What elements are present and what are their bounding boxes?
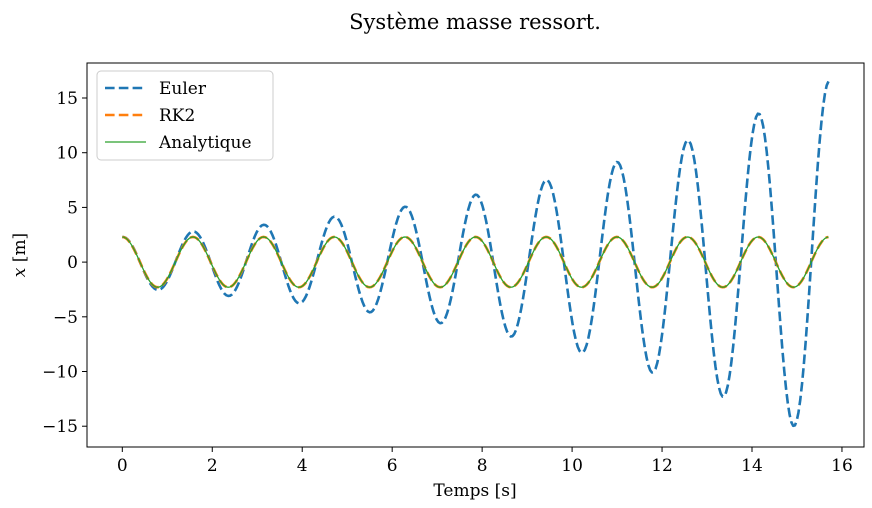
series-line-analytique <box>122 236 829 288</box>
y-tick-label: −15 <box>42 417 78 437</box>
x-tick-label: 6 <box>387 456 398 476</box>
y-axis-label: x [m] <box>10 233 30 277</box>
y-tick-label: 10 <box>56 144 78 164</box>
series-layer <box>122 80 830 428</box>
x-axis-ticks: 0 2 4 6 8 10 12 14 16 <box>117 447 853 476</box>
chart-title: Système masse ressort. <box>349 10 601 34</box>
plot-frame <box>86 62 865 448</box>
legend-box <box>96 70 274 161</box>
legend-label-euler: Euler <box>159 79 207 99</box>
y-tick-label: 0 <box>67 253 78 273</box>
x-tick-label: 16 <box>831 456 853 476</box>
x-tick-label: 14 <box>741 456 763 476</box>
series-line-rk2 <box>122 235 829 289</box>
y-tick-label: −10 <box>42 363 78 383</box>
x-tick-label: 0 <box>117 456 128 476</box>
y-axis-ticks: −15 −10 −5 0 5 10 15 <box>42 89 87 437</box>
x-tick-label: 12 <box>651 456 673 476</box>
x-tick-label: 4 <box>297 456 308 476</box>
legend-label-rk2: RK2 <box>159 106 195 126</box>
y-tick-label: −5 <box>53 308 78 328</box>
series-line-euler <box>122 80 830 428</box>
legend: Euler RK2 Analytique <box>96 70 274 161</box>
legend-label-analytique: Analytique <box>158 133 252 153</box>
x-tick-label: 2 <box>207 456 218 476</box>
x-tick-label: 8 <box>477 456 488 476</box>
y-tick-label: 15 <box>56 89 78 109</box>
x-tick-label: 10 <box>561 456 583 476</box>
y-tick-label: 5 <box>67 198 78 218</box>
x-axis-label: Temps [s] <box>433 481 516 501</box>
